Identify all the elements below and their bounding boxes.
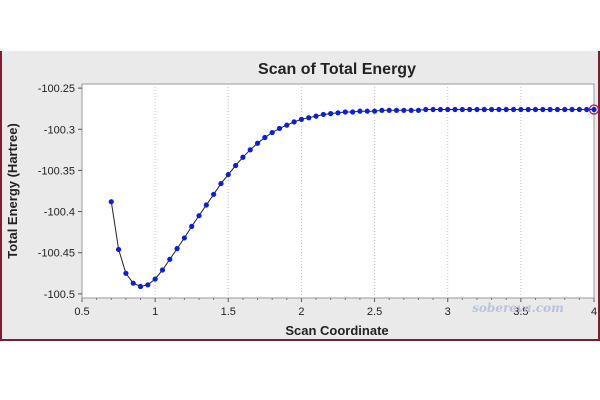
- data-point: [320, 111, 326, 118]
- data-point: [562, 106, 568, 113]
- data-point: [298, 116, 305, 122]
- data-point: [284, 122, 290, 128]
- data-point: [240, 154, 246, 160]
- data-point: [518, 106, 524, 113]
- data-point: [532, 106, 539, 113]
- data-point: [189, 223, 195, 229]
- data-point: [342, 109, 348, 115]
- data-point: [123, 270, 129, 276]
- data-point: [401, 107, 407, 113]
- data-point: [467, 106, 473, 113]
- data-point: [218, 180, 224, 187]
- x-axis-label: Scan Coordinate: [285, 323, 388, 338]
- data-point: [203, 202, 209, 208]
- data-point: [196, 213, 202, 219]
- data-point: [525, 106, 531, 113]
- data-point: [437, 106, 443, 113]
- data-point: [291, 119, 297, 125]
- data-point: [459, 106, 465, 113]
- data-point: [423, 106, 429, 113]
- data-point: [379, 107, 385, 113]
- data-point: [159, 267, 166, 273]
- x-tick-label: 4: [591, 306, 597, 318]
- data-point: [591, 106, 597, 113]
- data-point: [276, 125, 283, 132]
- data-point: [145, 282, 151, 288]
- data-point: [371, 108, 378, 114]
- data-point: [137, 283, 144, 290]
- y-axis-ticks: -100.25 -100.3 -100.35 -100.4 -100.45 -100.5: [38, 83, 82, 301]
- x-tick-label: 3: [445, 306, 451, 318]
- x-tick-label: 2: [298, 306, 304, 318]
- data-point: [503, 106, 509, 113]
- data-point: [357, 108, 363, 114]
- series-energy: [108, 104, 600, 290]
- data-point: [554, 106, 561, 113]
- data-point: [584, 106, 590, 113]
- data-point: [313, 113, 319, 119]
- data-point: [225, 171, 231, 178]
- data-point: [254, 140, 261, 146]
- data-point: [386, 107, 392, 113]
- data-point: [115, 246, 122, 253]
- data-point: [540, 106, 546, 113]
- x-tick-label: 3.5: [513, 306, 528, 318]
- data-point: [452, 106, 458, 113]
- data-point: [576, 106, 582, 113]
- x-tick-label: 2.5: [367, 306, 382, 318]
- x-tick-label: 0.5: [74, 306, 89, 318]
- data-point: [569, 106, 575, 113]
- data-point: [430, 106, 436, 113]
- data-point: [547, 106, 553, 113]
- data-point: [152, 276, 158, 282]
- data-point: [350, 109, 356, 115]
- data-point: [393, 107, 400, 113]
- data-point: [328, 111, 334, 117]
- data-point: [306, 115, 312, 121]
- data-point: [108, 199, 114, 205]
- y-axis-label: Total Energy (Hartree): [5, 123, 20, 259]
- data-point: [181, 235, 187, 241]
- y-tick-label: -100.4: [44, 207, 75, 219]
- data-point: [269, 129, 275, 136]
- data-point: [364, 108, 370, 114]
- data-point: [474, 106, 480, 113]
- selected-point-marker: [588, 104, 600, 115]
- data-point: [211, 191, 217, 197]
- x-tick-label: 1: [152, 306, 158, 318]
- x-tick-label: 1.5: [221, 306, 236, 318]
- watermark-text: sobereva.com: [472, 301, 564, 315]
- data-point: [174, 246, 180, 252]
- data-point: [445, 106, 451, 113]
- y-tick-label: -100.3: [44, 124, 75, 136]
- data-point: [408, 107, 414, 113]
- data-point: [415, 107, 422, 113]
- x-axis-ticks: 0.5 1 1.5 2 2.5 3 3.5 4: [74, 298, 597, 318]
- data-point: [335, 110, 341, 116]
- data-point: [489, 106, 495, 113]
- y-tick-label: -100.25: [38, 83, 75, 95]
- plot-area: [81, 83, 595, 299]
- y-tick-label: -100.5: [44, 289, 75, 301]
- data-point: [233, 162, 239, 169]
- data-point: [510, 106, 517, 113]
- data-point: [496, 106, 502, 113]
- y-tick-label: -100.35: [38, 165, 75, 177]
- data-point: [167, 256, 173, 262]
- chart-title: Scan of Total Energy: [258, 61, 416, 78]
- data-point: [262, 134, 268, 141]
- y-tick-label: -100.45: [38, 248, 75, 260]
- data-point: [247, 147, 253, 153]
- data-point: [130, 280, 136, 286]
- data-point: [481, 106, 487, 113]
